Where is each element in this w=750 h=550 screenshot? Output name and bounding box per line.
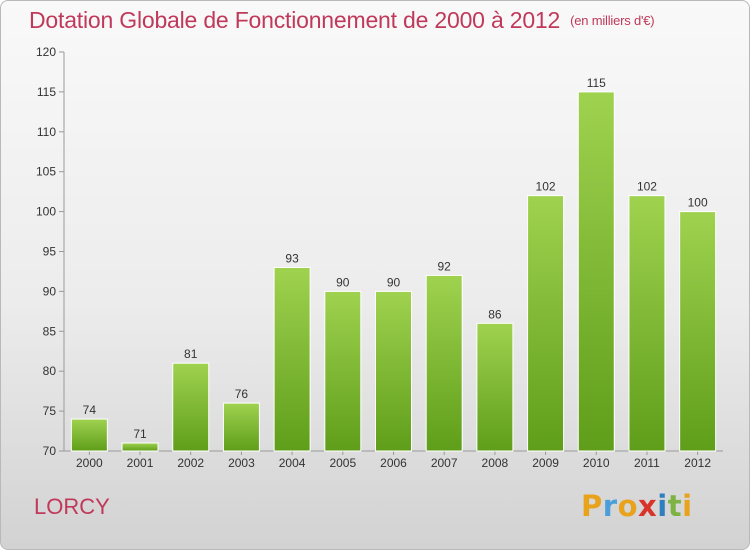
bar-value-label: 102 [536,180,556,194]
y-tick-label: 90 [43,284,57,298]
bar [577,91,615,452]
x-tick-label: 2000 [76,456,103,470]
x-tick-label: 2008 [482,456,509,470]
bar [425,274,463,452]
bar-value-label: 100 [688,196,708,210]
bar-value-label: 74 [83,403,97,417]
brand-letter: t [667,489,683,523]
bar-value-label: 81 [184,347,198,361]
chart-unit: (en milliers d'€) [570,13,655,28]
bar [324,290,362,452]
brand-letter: x [638,489,658,523]
x-tick-label: 2007 [431,456,458,470]
chart-title: Dotation Globale de Fonctionnement de 20… [29,7,655,34]
bar [628,195,666,452]
bar [679,211,717,452]
x-tick-label: 2003 [228,456,255,470]
chart-title-text: Dotation Globale de Fonctionnement de 20… [29,7,561,33]
x-tick-label: 2001 [127,456,154,470]
y-tick-label: 115 [37,85,56,99]
bar [121,442,159,452]
brand-letter: r [602,489,618,523]
brand-letter: o [617,489,639,523]
brand-letter: i [657,489,668,523]
bar-value-label: 115 [587,76,606,90]
y-tick-label: 120 [36,45,56,59]
bar-value-label: 71 [133,427,147,441]
bar [476,322,514,452]
bar-value-label: 102 [637,180,657,194]
bar-value-label: 93 [285,251,299,265]
x-tick-label: 2010 [583,456,610,470]
y-tick-label: 100 [36,205,56,219]
proxiti-logo: Proxiti [581,489,693,523]
x-tick-label: 2009 [532,456,559,470]
bar [70,418,108,452]
x-tick-label: 2005 [329,456,356,470]
commune-name: LORCY [34,494,110,519]
y-tick-label: 70 [43,444,57,458]
y-tick-label: 110 [37,125,56,139]
y-tick-label: 105 [36,165,56,179]
y-tick-label: 85 [43,324,57,338]
bar [375,290,412,452]
y-tick-label: 75 [43,404,57,418]
brand-letter: i [682,489,693,523]
y-tick-label: 95 [43,245,57,259]
bar-value-label: 90 [387,275,401,289]
x-tick-label: 2006 [380,456,407,470]
bar-value-label: 86 [488,307,502,321]
y-tick-label: 80 [43,364,57,378]
bar [273,266,311,452]
bar [222,402,260,452]
x-tick-label: 2002 [177,456,204,470]
brand-letter: P [581,489,603,523]
bar-value-label: 90 [336,275,350,289]
x-tick-label: 2011 [634,456,660,470]
x-tick-label: 2004 [279,456,306,470]
bar-value-label: 76 [235,387,249,401]
bar [172,362,210,452]
bar [527,195,565,452]
x-tick-label: 2012 [684,456,711,470]
bar-value-label: 92 [438,259,452,273]
